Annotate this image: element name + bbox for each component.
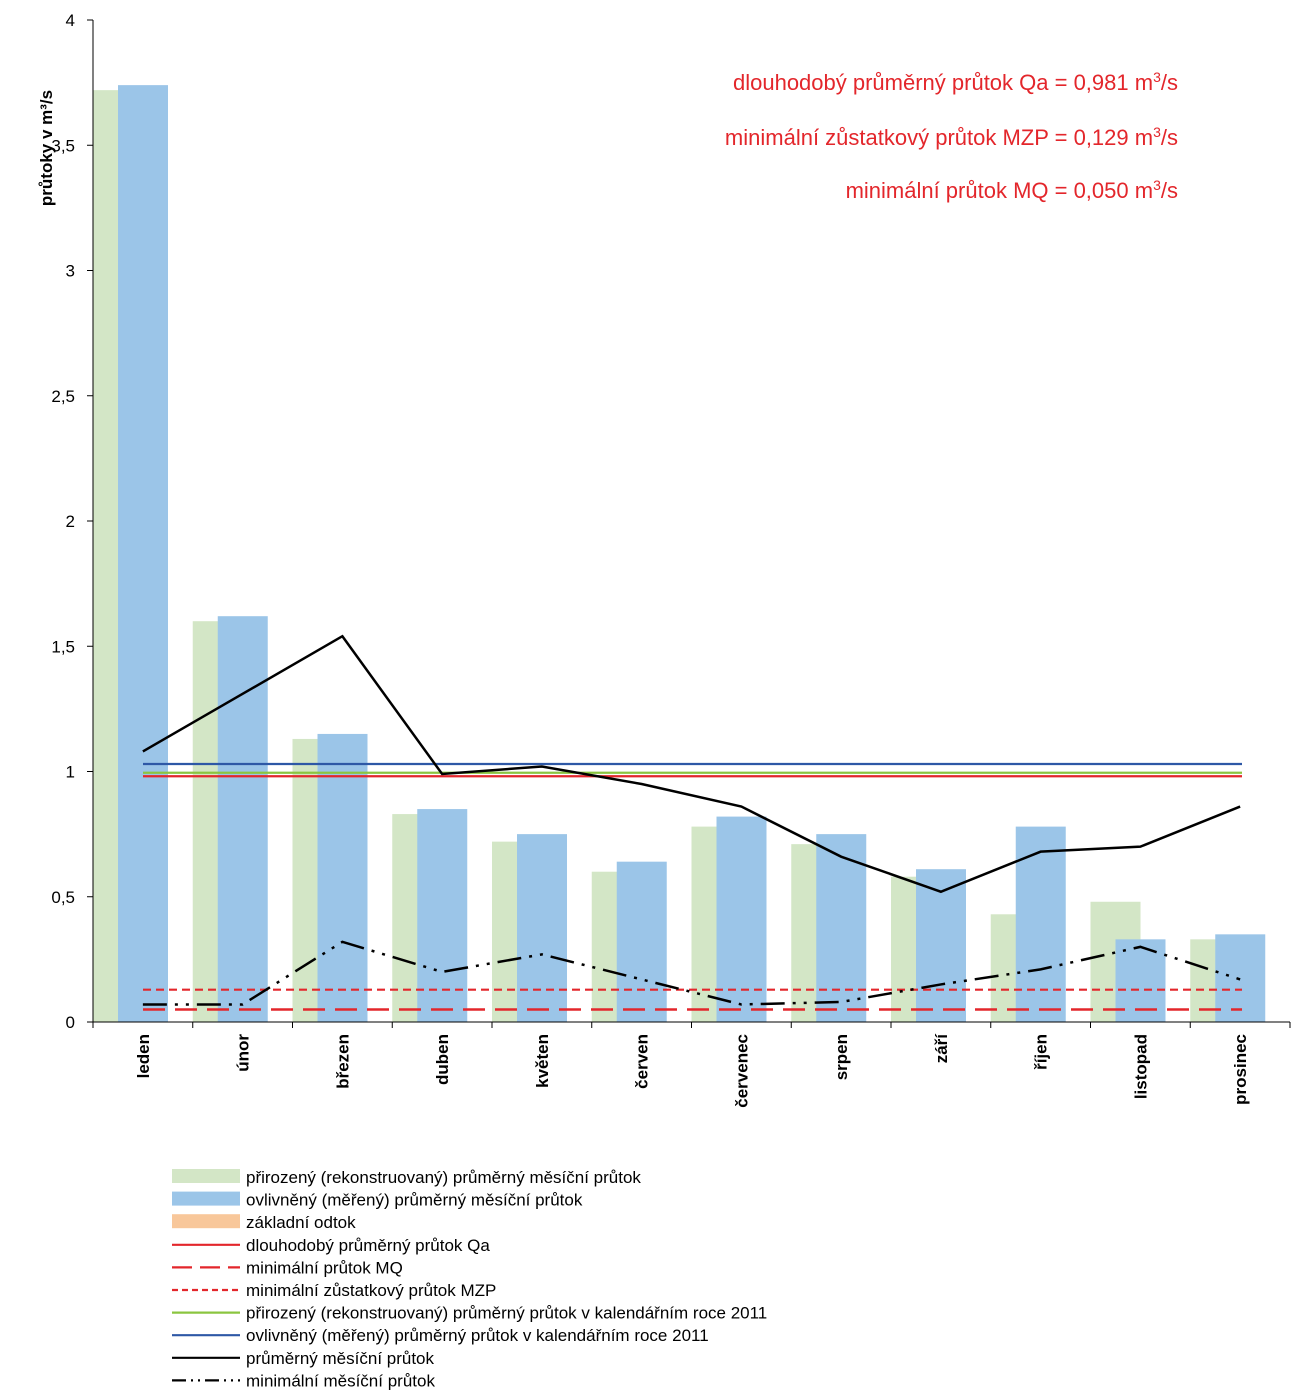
legend-label-3: dlouhodobý průměrný průtok Qa xyxy=(246,1236,490,1255)
y-tick-label-2: 1 xyxy=(66,763,75,782)
annotation-0: dlouhodobý průměrný průtok Qa = 0,981 m3… xyxy=(733,69,1178,95)
x-tick-labels: leden únor březen duben květen červen červenec… xyxy=(134,1033,1250,1108)
x-tick-label-11: prosinec xyxy=(1231,1034,1250,1105)
bar-group xyxy=(93,85,1266,1022)
line-series-group xyxy=(142,634,1241,1006)
y-tick-label-6: 3 xyxy=(66,262,75,281)
legend: přirozený (rekonstruovaný) průměrný měsí… xyxy=(172,1168,767,1390)
x-tick-label-0: leden xyxy=(134,1034,153,1078)
bar-measured-1 xyxy=(217,616,268,1022)
line-series-0 xyxy=(142,634,1241,894)
annotation-1: minimální zůstatkový průtok MZP = 0,129 … xyxy=(725,124,1178,150)
y-tick-label-0: 0 xyxy=(66,1013,75,1032)
legend-swatch-0 xyxy=(172,1169,240,1183)
bar-measured-10 xyxy=(1115,939,1166,1022)
legend-label-8: průměrný měsíční průtok xyxy=(246,1349,435,1368)
x-tick-label-5: červen xyxy=(633,1034,652,1089)
legend-label-2: základní odtok xyxy=(246,1213,356,1232)
y-axis-label: průtoky v m³/s xyxy=(37,90,56,206)
x-tick-label-10: listopad xyxy=(1131,1034,1150,1099)
y-tick-labels: 0 0,5 1 1,5 2 2,5 3 3,5 4 xyxy=(51,11,75,1032)
x-tick-label-1: únor xyxy=(234,1034,253,1072)
x-tick-label-6: červenec xyxy=(732,1034,751,1108)
axes xyxy=(87,19,1291,1028)
legend-label-0: přirozený (rekonstruovaný) průměrný měsí… xyxy=(246,1168,641,1187)
legend-label-5: minimální zůstatkový průtok MZP xyxy=(246,1281,496,1300)
y-tick-label-7: 3,5 xyxy=(51,136,75,155)
x-tick-label-9: říjen xyxy=(1032,1034,1051,1070)
legend-label-7: ovlivněný (měřený) průměrný průtok v kal… xyxy=(246,1326,709,1345)
bar-measured-4 xyxy=(517,834,567,1022)
legend-swatch-1 xyxy=(172,1191,240,1206)
annotations: dlouhodobý průměrný průtok Qa = 0,981 m3… xyxy=(725,69,1178,203)
x-tick-label-7: srpen xyxy=(832,1034,851,1080)
x-tick-label-4: květen xyxy=(533,1034,552,1088)
annotation-2: minimální průtok MQ = 0,050 m3/s xyxy=(846,177,1178,203)
y-tick-label-4: 2 xyxy=(66,512,75,531)
legend-label-9: minimální měsíční průtok xyxy=(246,1371,435,1390)
bar-measured-9 xyxy=(1015,826,1066,1022)
y-tick-label-8: 4 xyxy=(66,11,75,30)
legend-label-4: minimální průtok MQ xyxy=(246,1258,403,1277)
legend-label-6: přirozený (rekonstruovaný) průměrný průt… xyxy=(246,1304,767,1323)
bar-measured-0 xyxy=(118,85,168,1022)
reference-lines xyxy=(143,762,1242,1011)
y-tick-label-5: 2,5 xyxy=(51,387,75,406)
x-tick-label-3: duben xyxy=(433,1034,452,1085)
x-tick-label-8: září xyxy=(932,1033,951,1064)
y-tick-label-3: 1,5 xyxy=(51,637,75,656)
x-tick-label-2: březen xyxy=(333,1034,352,1089)
bar-measured-6 xyxy=(716,816,767,1022)
bar-measured-2 xyxy=(317,733,368,1022)
bar-measured-5 xyxy=(616,861,667,1022)
legend-swatch-2 xyxy=(172,1214,240,1229)
bar-measured-3 xyxy=(417,809,468,1022)
bar-measured-8 xyxy=(916,869,966,1022)
y-tick-label-1: 0,5 xyxy=(51,888,75,907)
legend-label-1: ovlivněný (měřený) průměrný měsíční průt… xyxy=(246,1191,583,1210)
